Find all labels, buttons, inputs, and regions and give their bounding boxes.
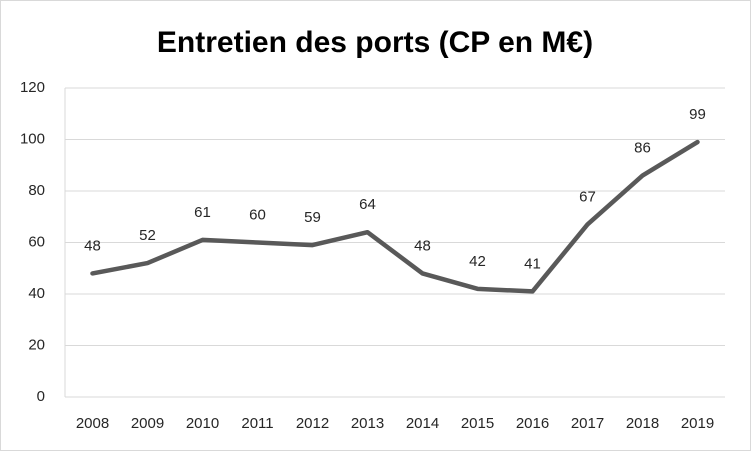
y-tick-label: 40 — [28, 285, 45, 302]
x-tick-label: 2010 — [186, 415, 219, 432]
x-tick-label: 2009 — [131, 415, 164, 432]
y-tick-label: 120 — [20, 79, 45, 96]
x-tick-label: 2018 — [626, 415, 659, 432]
data-label: 59 — [304, 209, 321, 226]
data-label: 67 — [579, 188, 596, 205]
data-label: 99 — [689, 106, 706, 123]
x-tick-label: 2011 — [241, 415, 273, 432]
y-tick-label: 60 — [28, 233, 45, 250]
data-label: 61 — [194, 204, 211, 221]
x-tick-label: 2017 — [571, 415, 604, 432]
data-label: 52 — [139, 227, 156, 244]
x-tick-label: 2014 — [406, 415, 439, 432]
x-tick-label: 2012 — [296, 415, 329, 432]
y-tick-label: 0 — [37, 388, 45, 405]
data-label: 41 — [524, 255, 541, 272]
x-tick-label: 2013 — [351, 415, 384, 432]
y-tick-label: 80 — [28, 182, 45, 199]
data-label: 48 — [414, 237, 431, 254]
x-tick-label: 2019 — [681, 415, 714, 432]
data-label: 48 — [84, 237, 101, 254]
data-label: 64 — [359, 196, 376, 213]
line — [90, 139, 700, 294]
data-label: 86 — [634, 140, 651, 157]
y-tick-label: 100 — [20, 130, 45, 147]
x-tick-label: 2016 — [516, 415, 549, 432]
x-tick-label: 2015 — [461, 415, 494, 432]
chart-title: Entretien des ports (CP en M€) — [157, 26, 593, 59]
data-label: 42 — [469, 253, 486, 270]
x-tick-label: 2008 — [76, 415, 109, 432]
y-tick-label: 20 — [28, 336, 45, 353]
data-label: 60 — [249, 206, 266, 223]
